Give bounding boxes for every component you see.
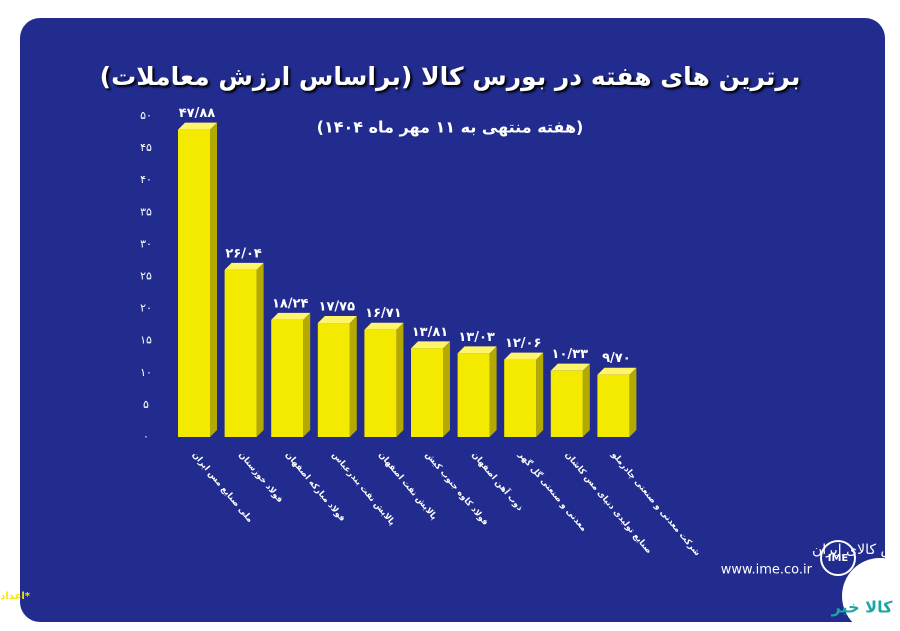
value-label: ۹/۷۰ [602, 351, 631, 366]
value-label: ۱۳/۰۳ [458, 330, 495, 345]
value-label: ۱۳/۸۱ [412, 325, 449, 340]
bar-top [411, 341, 450, 349]
y-tick-label: ۴۵ [140, 141, 152, 154]
value-label: ۲۶/۰۴ [225, 246, 262, 261]
bar [550, 370, 583, 437]
bar-top [364, 322, 404, 330]
bar-side [536, 352, 544, 437]
bar-side [629, 367, 637, 437]
y-tick-label: ۵۰ [140, 109, 152, 122]
bar-top [457, 346, 497, 354]
bar [597, 374, 630, 437]
bar-top [317, 316, 357, 324]
bar-side [489, 346, 497, 437]
y-tick-label: ۴۰ [140, 173, 152, 186]
footnote: *اعداد برحسب هزار میلیارد ریال است [0, 591, 31, 602]
bar [457, 353, 490, 437]
corner-notch [842, 558, 900, 631]
value-label: ۱۲/۰۶ [505, 336, 542, 351]
logo-mark: IME [828, 553, 849, 564]
bar-top [504, 352, 544, 360]
bar-side [256, 262, 264, 437]
value-label: ۱۶/۷۱ [365, 306, 402, 321]
watermark: کالا خبر [831, 598, 894, 617]
y-tick-label: ۵ [143, 398, 149, 411]
bar-top [271, 312, 311, 320]
y-tick-label: ۱۰ [140, 366, 152, 379]
value-label: ۱۸/۲۴ [272, 296, 309, 311]
bar-side [443, 341, 450, 437]
y-tick-label: ۲۰ [140, 302, 152, 315]
bar-side [396, 322, 404, 437]
bar [411, 348, 443, 437]
chart-subtitle: (هفته منتهی به ۱۱ مهر ماه ۱۴۰۴) [317, 118, 584, 137]
bar [224, 269, 257, 437]
logo-url: www.ime.co.ir [721, 563, 813, 578]
bar [271, 319, 304, 437]
y-tick-label: ۰ [143, 430, 149, 443]
background-panel [20, 18, 885, 622]
bar-top [178, 122, 217, 130]
bar-top [224, 262, 264, 270]
value-label: ۱۰/۳۳ [552, 347, 589, 362]
logo-name: بورس کالای ایران [812, 542, 900, 558]
value-label: ۱۷/۷۵ [319, 300, 356, 315]
bar-side [582, 363, 590, 437]
y-tick-label: ۱۵ [140, 334, 152, 347]
bar-side [349, 316, 357, 437]
y-tick-label: ۲۵ [140, 270, 152, 283]
bar-side [303, 312, 311, 437]
y-tick-label: ۳۵ [140, 205, 152, 218]
bar-top [550, 363, 590, 371]
value-label: ۴۷/۸۸ [179, 106, 216, 121]
bar-side [210, 122, 217, 437]
bar [504, 359, 537, 437]
bar [364, 329, 397, 437]
bar [178, 129, 210, 437]
chart-title: برترین های هفته در بورس کالا (براساس ارز… [100, 62, 801, 92]
logo-ring [820, 540, 856, 576]
bar-top [597, 367, 637, 375]
y-tick-label: ۳۰ [140, 237, 152, 250]
bar [317, 323, 350, 437]
